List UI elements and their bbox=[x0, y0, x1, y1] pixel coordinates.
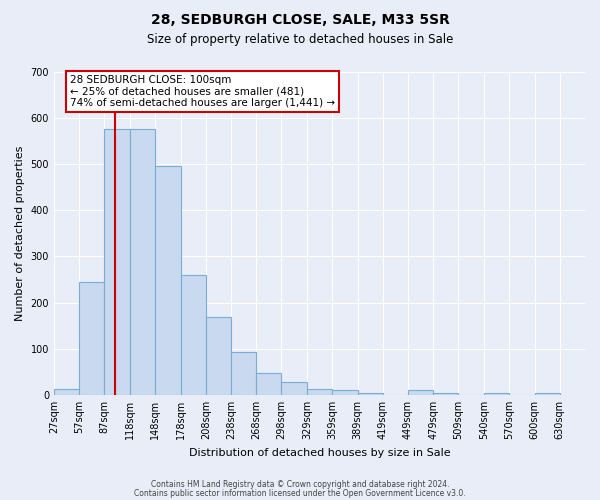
Bar bbox=[332, 390, 358, 395]
Text: 28, SEDBURGH CLOSE, SALE, M33 5SR: 28, SEDBURGH CLOSE, SALE, M33 5SR bbox=[151, 12, 449, 26]
Bar bbox=[433, 392, 458, 395]
Text: Contains HM Land Registry data © Crown copyright and database right 2024.: Contains HM Land Registry data © Crown c… bbox=[151, 480, 449, 489]
Bar bbox=[155, 166, 181, 395]
Text: Size of property relative to detached houses in Sale: Size of property relative to detached ho… bbox=[147, 32, 453, 46]
Bar bbox=[104, 130, 130, 395]
Bar bbox=[181, 275, 206, 395]
Bar bbox=[408, 390, 433, 395]
Bar bbox=[231, 352, 256, 395]
Bar bbox=[358, 392, 383, 395]
Bar bbox=[256, 373, 281, 395]
Bar bbox=[130, 130, 155, 395]
X-axis label: Distribution of detached houses by size in Sale: Distribution of detached houses by size … bbox=[188, 448, 450, 458]
Bar bbox=[206, 318, 231, 395]
Bar bbox=[79, 282, 104, 395]
Text: 28 SEDBURGH CLOSE: 100sqm
← 25% of detached houses are smaller (481)
74% of semi: 28 SEDBURGH CLOSE: 100sqm ← 25% of detac… bbox=[70, 74, 335, 108]
Bar bbox=[281, 382, 307, 395]
Bar bbox=[484, 392, 509, 395]
Bar bbox=[535, 392, 560, 395]
Bar bbox=[307, 389, 332, 395]
Bar bbox=[54, 390, 79, 395]
Y-axis label: Number of detached properties: Number of detached properties bbox=[15, 146, 25, 321]
Text: Contains public sector information licensed under the Open Government Licence v3: Contains public sector information licen… bbox=[134, 489, 466, 498]
